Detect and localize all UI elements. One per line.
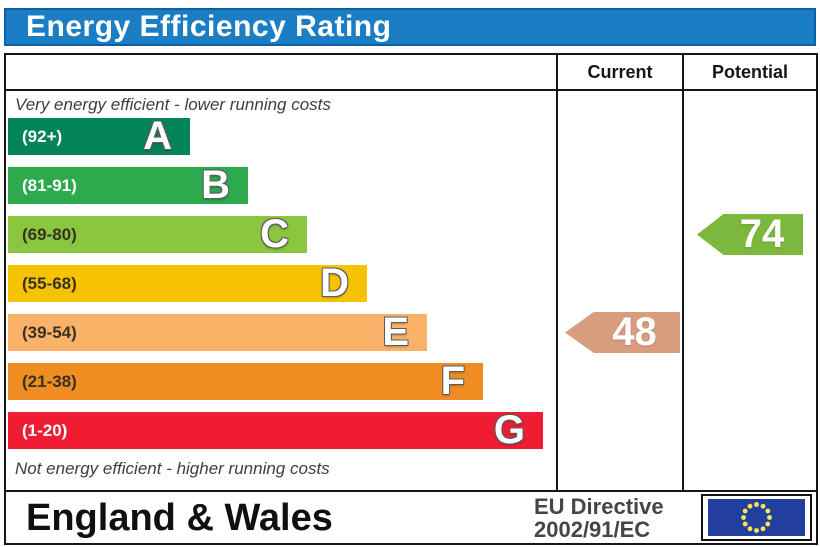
current-rating-arrow: 48: [565, 312, 680, 353]
band-row: (92+) A: [8, 114, 190, 158]
current-column-header: Current: [587, 62, 653, 82]
eu-flag-field: [708, 499, 805, 536]
eu-directive-label: EU Directive 2002/91/EC: [534, 495, 664, 541]
band-range-label: (69-80): [22, 224, 77, 244]
potential-rating-value: 74: [739, 212, 785, 256]
band-letter: B: [201, 163, 230, 207]
top-note: Very energy efficient - lower running co…: [15, 95, 331, 114]
header-divider: [6, 89, 816, 91]
band-letter: D: [320, 261, 349, 305]
band-letter: G: [493, 408, 525, 452]
band-row: (1-20) G: [8, 408, 543, 452]
band-row: (21-38) F: [8, 359, 483, 403]
band-range-label: (21-38): [22, 371, 77, 391]
potential-column-divider: [682, 55, 684, 492]
band-range-label: (55-68): [22, 273, 77, 293]
rating-table: Current Potential Very energy efficient …: [4, 53, 818, 545]
band-row: (39-54) E: [8, 310, 427, 354]
band-letter: A: [143, 114, 172, 158]
band-letter: C: [260, 212, 289, 256]
band-letter: F: [440, 359, 465, 403]
current-rating-value: 48: [612, 310, 657, 354]
current-column-divider: [556, 55, 558, 492]
region-label: England & Wales: [26, 497, 333, 539]
eu-directive-line2: 2002/91/EC: [534, 517, 651, 542]
band-range-label: (1-20): [22, 420, 68, 440]
eu-flag-icon: [701, 494, 812, 541]
bottom-note: Not energy efficient - higher running co…: [15, 459, 330, 478]
band-range-label: (39-54): [22, 322, 77, 342]
band-range-label: (81-91): [22, 175, 77, 195]
eu-directive-line1: EU Directive: [534, 494, 664, 519]
band-row: (81-91) B: [8, 163, 248, 207]
page-title: Energy Efficiency Rating: [26, 10, 392, 43]
title-bar: Energy Efficiency Rating: [4, 8, 816, 46]
band-letter: E: [382, 310, 409, 354]
potential-rating-arrow: 74: [697, 214, 803, 255]
band-row: (69-80) C: [8, 212, 307, 256]
footer-divider: [6, 490, 816, 492]
band-range-label: (92+): [22, 126, 63, 146]
band-row: (55-68) D: [8, 261, 367, 305]
potential-column-header: Potential: [711, 62, 788, 82]
